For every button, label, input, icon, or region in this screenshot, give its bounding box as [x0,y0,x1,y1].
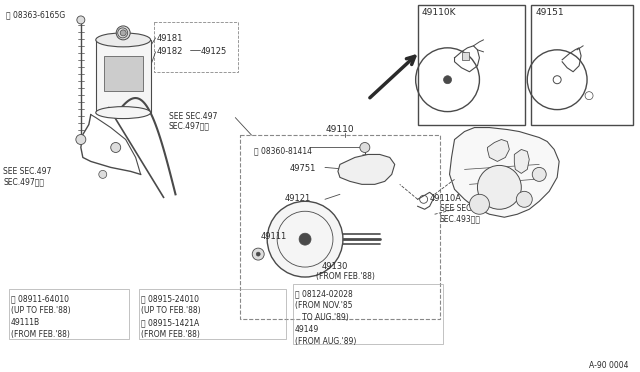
Text: (FROM FEB.'88): (FROM FEB.'88) [316,272,375,281]
Text: 49130: 49130 [322,262,348,271]
Text: 49151: 49151 [535,8,564,17]
Circle shape [76,135,86,144]
Text: Ⓑ 08124-02028: Ⓑ 08124-02028 [295,289,353,298]
Circle shape [111,142,121,153]
Text: (FROM NOV.'85: (FROM NOV.'85 [295,301,353,310]
Ellipse shape [96,33,150,47]
Circle shape [116,26,130,40]
Text: (UP TO FEB.'88): (UP TO FEB.'88) [141,306,200,315]
Bar [240,135,440,319]
Bar [9,289,129,339]
Ellipse shape [96,107,150,119]
Polygon shape [515,150,529,173]
Bar [104,56,143,91]
Text: Ⓜ 08915-24010: Ⓜ 08915-24010 [141,294,198,303]
Text: SEE SEC.493: SEE SEC.493 [440,204,488,213]
Circle shape [99,170,107,179]
Polygon shape [338,154,395,185]
Circle shape [77,16,85,24]
Circle shape [516,191,532,207]
Text: SEC.493参照: SEC.493参照 [440,214,481,223]
Bar [531,5,633,125]
Text: SEE SEC.497: SEE SEC.497 [168,112,217,121]
Circle shape [267,201,343,277]
Bar [293,284,443,344]
Circle shape [444,76,452,84]
Text: Ⓢ 08363-6165G: Ⓢ 08363-6165G [6,10,65,19]
Text: (FROM FEB.'88): (FROM FEB.'88) [141,330,200,339]
Text: 49110K: 49110K [422,8,456,17]
Circle shape [256,252,260,256]
Text: A-90 0004: A-90 0004 [589,361,628,370]
Text: 49111B: 49111B [11,318,40,327]
Bar [139,289,286,339]
Text: SEC.497参照: SEC.497参照 [168,122,209,131]
Circle shape [120,30,126,36]
Text: SEE SEC.497: SEE SEC.497 [3,167,51,176]
Text: 49149: 49149 [295,325,319,334]
Text: SEC.497参照: SEC.497参照 [3,177,44,186]
Circle shape [360,142,370,153]
Text: (FROM FEB.'88): (FROM FEB.'88) [11,330,70,339]
Circle shape [252,248,264,260]
Text: Ⓢ 08360-81414: Ⓢ 08360-81414 [254,147,312,155]
Polygon shape [449,128,559,217]
Text: 49110: 49110 [326,125,355,134]
Text: Ⓝ 08911-64010: Ⓝ 08911-64010 [11,294,69,303]
Text: 49121: 49121 [285,194,312,203]
Text: (FROM AUG.'89): (FROM AUG.'89) [295,337,356,346]
Circle shape [532,167,546,182]
Bar [461,52,470,60]
Circle shape [299,233,311,245]
Bar [154,22,238,72]
Text: 49181: 49181 [157,34,183,43]
Circle shape [477,166,522,209]
Text: 49110A: 49110A [429,194,461,203]
Text: (UP TO FEB.'88): (UP TO FEB.'88) [11,306,70,315]
Polygon shape [488,140,509,161]
Text: 49111: 49111 [260,232,287,241]
Text: Ⓜ 08915-1421A: Ⓜ 08915-1421A [141,318,199,327]
Text: 49751: 49751 [290,164,316,173]
Text: 49182: 49182 [157,47,183,56]
Circle shape [470,194,490,214]
Bar [96,40,150,113]
Text: 49125: 49125 [200,47,227,56]
Bar [418,5,525,125]
Text: TO AUG.'89): TO AUG.'89) [295,313,349,322]
